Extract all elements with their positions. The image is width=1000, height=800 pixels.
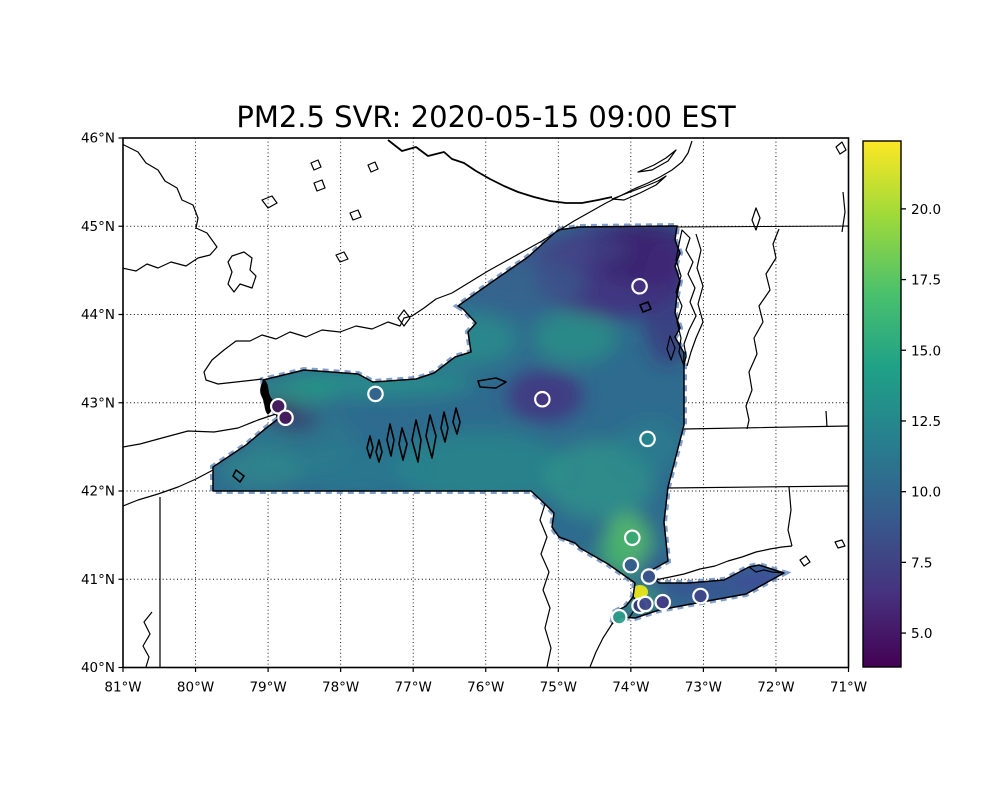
x-tick-label: 77°W [395, 680, 432, 696]
x-tick-label: 75°W [540, 680, 577, 696]
connecticut-river [745, 228, 780, 430]
block-island [799, 539, 846, 567]
colorbar: 5.0 7.5 10.0 12.5 15.0 17.5 20.0 [862, 140, 941, 668]
y-tick-label: 40°N [81, 660, 115, 676]
ct-coast [654, 545, 793, 581]
x-tick-label: 73°W [685, 680, 722, 696]
station-marker [631, 277, 648, 295]
colorbar-tick-label: 10.0 [911, 485, 941, 501]
colorbar-tick-label: 15.0 [911, 343, 941, 359]
prince-edward-point [397, 309, 411, 327]
lake-simcoe [227, 251, 257, 293]
montreal-islands [611, 149, 677, 201]
colorbar-gradient [862, 140, 902, 668]
y-tick-label: 43°N [81, 395, 115, 411]
colorbar-ticks: 5.0 7.5 10.0 12.5 15.0 17.5 20.0 [901, 202, 941, 642]
station-markers [269, 277, 709, 626]
station-marker [367, 385, 384, 403]
lake-ontario-north-shore [203, 292, 453, 385]
border-45n [676, 225, 849, 228]
y-tick-label: 45°N [81, 219, 115, 235]
station-marker [640, 568, 658, 585]
ma-ct-border [667, 485, 849, 489]
nyc-hotspot [632, 585, 648, 599]
st-lawrence-north-bank [451, 140, 693, 294]
x-tick-label: 72°W [757, 680, 794, 696]
station-marker [534, 390, 551, 408]
colorbar-tick-label: 17.5 [911, 273, 941, 289]
champlain-vt-shore [686, 233, 704, 367]
colorbar-tick-label: 20.0 [911, 202, 941, 218]
lake-george [666, 335, 676, 361]
x-tick-label: 79°W [249, 680, 286, 696]
coastlines-borders [123, 139, 849, 668]
station-marker [637, 595, 654, 613]
y-tick-label: 42°N [81, 484, 115, 500]
small-lakes [261, 141, 847, 263]
x-tick-label: 80°W [177, 680, 214, 696]
georgian-bay-coast [123, 143, 218, 272]
nj-coast-delaware-river [539, 503, 613, 668]
station-marker [692, 587, 709, 605]
axis-ticks-labels: 81°W 80°W 79°W 78°W 77°W 76°W 75°W 74°W 73°W 72°W… [81, 131, 867, 696]
colorbar-tick-label: 12.5 [911, 414, 941, 430]
x-tick-label: 74°W [612, 680, 649, 696]
y-tick-label: 41°N [81, 572, 115, 588]
station-marker [269, 397, 287, 415]
station-marker [277, 409, 294, 427]
pa-oh-border [142, 497, 161, 668]
vt-ma-border [683, 410, 849, 430]
station-marker [622, 556, 640, 574]
station-marker [610, 608, 628, 626]
x-tick-label: 81°W [104, 680, 141, 696]
lake-erie-shores [123, 413, 277, 507]
plot-title: PM2.5 SVR: 2020-05-15 09:00 EST [236, 100, 736, 134]
ottawa-river [387, 139, 613, 204]
colorbar-tick-label: 5.0 [911, 626, 932, 642]
ny-state-border [212, 225, 785, 625]
y-tick-label: 44°N [81, 307, 115, 323]
x-tick-label: 71°W [830, 680, 867, 696]
station-marker [639, 430, 656, 448]
finger-lakes [232, 301, 652, 483]
ct-ri-border [787, 486, 793, 547]
x-tick-label: 78°W [322, 680, 359, 696]
station-marker [624, 529, 641, 547]
x-tick-label: 76°W [467, 680, 504, 696]
station-marker [654, 593, 672, 611]
y-tick-label: 46°N [81, 131, 115, 147]
colorbar-tick-label: 7.5 [911, 555, 932, 571]
